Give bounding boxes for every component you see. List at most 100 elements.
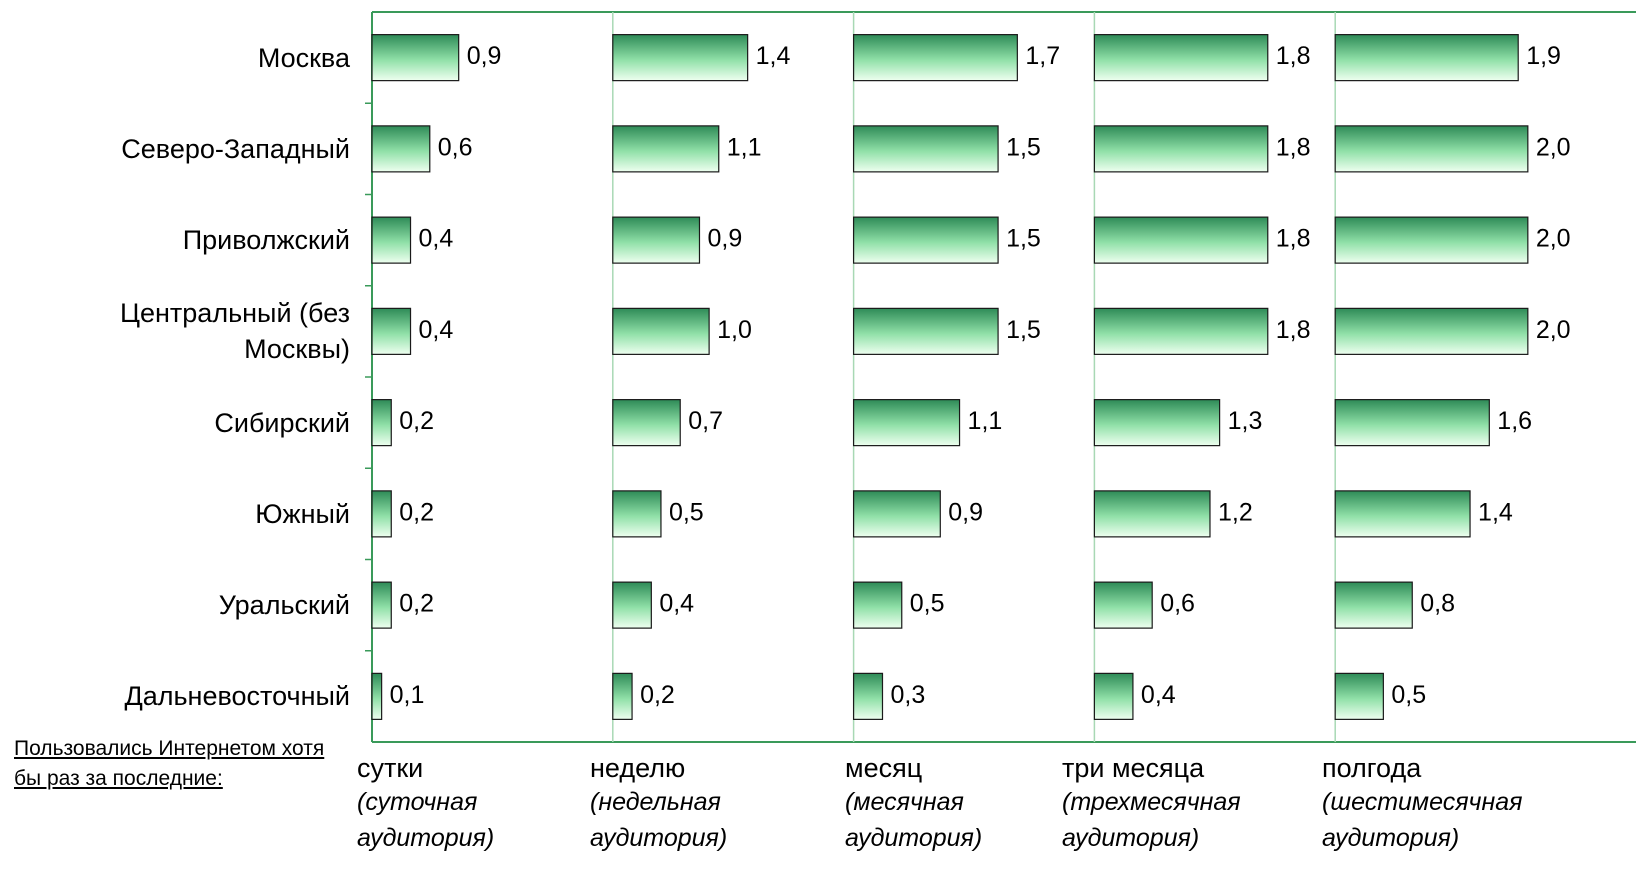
bar: [1334, 490, 1471, 538]
value-label: 1,2: [1218, 498, 1253, 526]
value-label: 1,8: [1276, 225, 1311, 253]
value-label: 2,0: [1536, 225, 1571, 253]
bar: [612, 399, 681, 447]
bar: [852, 125, 999, 173]
series-name: неделю: [590, 753, 686, 783]
value-label: 1,5: [1006, 316, 1041, 344]
value-label: 2,0: [1536, 316, 1571, 344]
value-label: 1,8: [1276, 133, 1311, 161]
bar: [371, 399, 392, 447]
bar: [371, 34, 460, 82]
value-label: 0,4: [1141, 681, 1176, 709]
series-name: полгода: [1322, 753, 1422, 783]
bar: [371, 125, 431, 173]
value-label: 1,1: [727, 133, 762, 161]
bar: [612, 216, 701, 264]
value-label: 1,5: [1006, 133, 1041, 161]
category-label: Северо-Западный: [121, 133, 350, 164]
value-label: 1,4: [1478, 498, 1513, 526]
bar: [1093, 34, 1269, 82]
bar: [852, 34, 1018, 82]
value-label: 0,4: [419, 225, 454, 253]
value-label: 0,2: [399, 590, 434, 618]
category-label: Центральный (без Москвы): [120, 298, 350, 365]
value-label: 0,9: [707, 225, 742, 253]
bar: [852, 490, 941, 538]
value-label: 1,5: [1006, 225, 1041, 253]
bar: [852, 307, 999, 355]
bar: [371, 490, 392, 538]
bar: [852, 216, 999, 264]
bar: [852, 672, 884, 720]
bar: [1093, 216, 1269, 264]
value-label: 0,4: [659, 590, 694, 618]
bar: [1334, 307, 1529, 355]
value-label: 0,1: [390, 681, 425, 709]
value-label: 1,8: [1276, 42, 1311, 70]
value-label: 0,2: [399, 498, 434, 526]
bar: [1334, 581, 1413, 629]
bar: [1093, 672, 1134, 720]
value-label: 0,8: [1420, 590, 1455, 618]
value-label: 0,2: [640, 681, 675, 709]
value-label: 0,3: [890, 681, 925, 709]
category-label: Сибирский: [214, 407, 350, 438]
axis-label: Пользовались Интернетом хотя бы раз за п…: [14, 737, 325, 790]
bar: [612, 672, 633, 720]
category-label: Москва: [257, 42, 350, 73]
bar: [371, 581, 392, 629]
category-label: Дальневосточный: [124, 681, 350, 712]
value-label: 1,7: [1025, 42, 1060, 70]
value-label: 0,9: [948, 498, 983, 526]
bar: [1093, 125, 1269, 173]
value-label: 1,9: [1526, 42, 1561, 70]
bar: [371, 307, 412, 355]
bar: [1093, 307, 1269, 355]
bar: [371, 672, 383, 720]
series-name: три месяца: [1062, 753, 1205, 783]
value-label: 1,6: [1497, 407, 1532, 435]
category-label: Уральский: [218, 590, 350, 621]
bar: [1093, 490, 1211, 538]
bar: [371, 216, 412, 264]
value-label: 0,2: [399, 407, 434, 435]
series-name: сутки: [357, 753, 424, 783]
value-label: 1,8: [1276, 316, 1311, 344]
bar: [1334, 672, 1384, 720]
bar: [612, 581, 652, 629]
series-description: (месячная аудитория): [845, 788, 983, 852]
bar: [1334, 125, 1529, 173]
value-label: 1,4: [756, 42, 791, 70]
bar: [1334, 34, 1519, 82]
bar: [612, 125, 720, 173]
value-label: 2,0: [1536, 133, 1571, 161]
bar: [852, 581, 903, 629]
bar: [1093, 399, 1221, 447]
series-description: (шестимесячная аудитория): [1322, 788, 1523, 852]
value-label: 0,5: [1391, 681, 1426, 709]
series-name: месяц: [845, 753, 923, 783]
value-label: 0,4: [419, 316, 454, 344]
bar: [612, 490, 662, 538]
series-description: (суточная аудитория): [357, 788, 495, 852]
series-description: (недельная аудитория): [590, 788, 728, 852]
category-label: Приволжский: [182, 225, 350, 256]
value-label: 0,9: [467, 42, 502, 70]
bar: [852, 399, 961, 447]
bar: [612, 307, 710, 355]
bar: [1334, 216, 1529, 264]
value-label: 1,1: [968, 407, 1003, 435]
value-label: 0,6: [1160, 590, 1195, 618]
value-label: 0,7: [688, 407, 723, 435]
category-label: Южный: [255, 498, 350, 529]
value-label: 0,6: [438, 133, 473, 161]
series-description: (трехмесячная аудитория): [1062, 788, 1241, 852]
bar: [612, 34, 749, 82]
bar: [1334, 399, 1490, 447]
value-label: 1,0: [717, 316, 752, 344]
value-label: 0,5: [910, 590, 945, 618]
value-label: 0,5: [669, 498, 704, 526]
bar: [1093, 581, 1153, 629]
